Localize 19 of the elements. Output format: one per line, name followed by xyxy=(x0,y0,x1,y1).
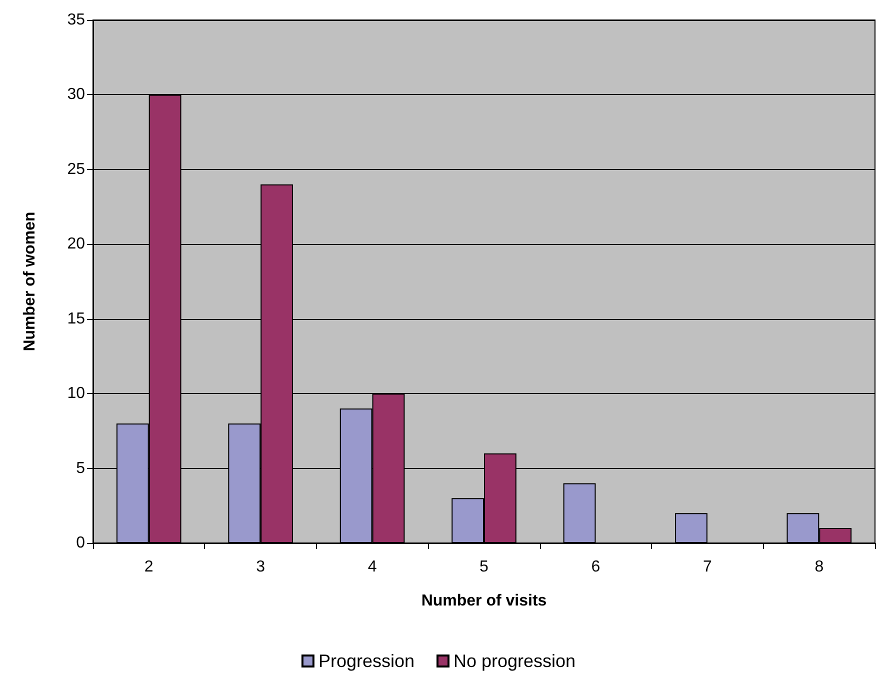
x-axis-title: Number of visits xyxy=(421,592,547,610)
x-tick-label: 4 xyxy=(368,558,377,576)
y-tick-label: 25 xyxy=(67,160,86,178)
y-tick-label: 5 xyxy=(76,460,86,477)
y-axis-title: Number of women xyxy=(22,212,38,352)
y-tick-label: 30 xyxy=(67,86,86,104)
x-tick-label: 3 xyxy=(256,558,266,576)
legend-label: No progression xyxy=(453,651,576,671)
x-tick-label: 8 xyxy=(814,558,824,576)
x-tick-label: 7 xyxy=(702,558,712,576)
y-tick-label: 0 xyxy=(76,534,86,552)
y-tick-label: 35 xyxy=(67,12,86,28)
x-tick-label: 2 xyxy=(144,558,154,576)
legend-label: Progression xyxy=(318,651,414,671)
x-tick-label: 6 xyxy=(591,558,600,576)
x-tick-label: 5 xyxy=(480,558,489,576)
y-tick-label: 15 xyxy=(67,310,86,328)
y-tick-label: 10 xyxy=(67,385,86,402)
y-tick-label: 20 xyxy=(67,236,86,253)
